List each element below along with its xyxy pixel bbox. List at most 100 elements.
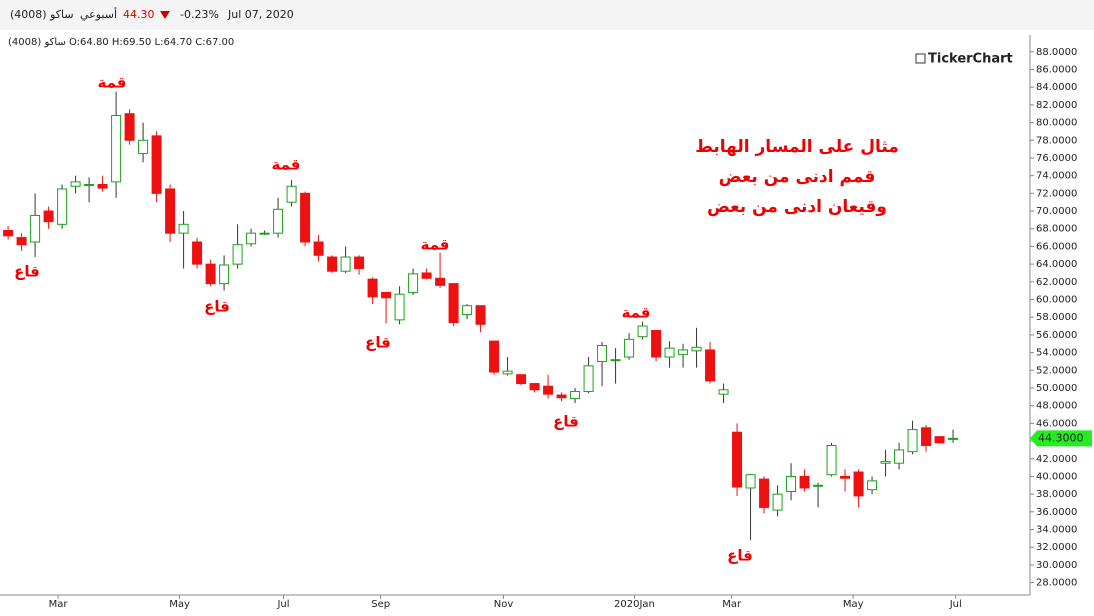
candle-body <box>124 113 135 141</box>
note-line: وقيعان ادنى من بعض <box>707 197 887 217</box>
note-line: مثال على المسار الهابط <box>695 137 899 157</box>
candle-body <box>529 383 540 391</box>
y-tick-label: 84.0000 <box>1036 82 1077 93</box>
y-tick-label: 70.0000 <box>1036 206 1077 217</box>
y-tick-label: 50.0000 <box>1036 383 1077 394</box>
candle-body <box>111 115 122 183</box>
candle-body <box>556 394 567 399</box>
candle-body <box>313 241 324 256</box>
candle-body <box>475 305 486 325</box>
y-tick-label: 38.0000 <box>1036 489 1077 500</box>
candle-body <box>178 223 189 234</box>
candle-body <box>610 359 621 362</box>
down-arrow <box>160 11 170 19</box>
y-tick-label: 82.0000 <box>1036 100 1077 111</box>
date: Jul 07, 2020 <box>227 8 294 21</box>
x-tick-label: 2020Jan <box>614 599 655 610</box>
y-tick-label: 46.0000 <box>1036 418 1077 429</box>
change: -0.23% <box>180 8 219 21</box>
candle-body <box>97 184 108 189</box>
candle-body <box>597 345 608 362</box>
candle-body <box>799 475 810 489</box>
candle-body <box>367 278 378 298</box>
ohlc-line: ساكو (4008) O:64.80 H:69.50 L:64.70 C:67… <box>8 37 234 48</box>
x-tick-label: Jul <box>276 599 289 610</box>
candle-body <box>840 475 851 479</box>
candle-body <box>813 484 824 487</box>
candle-body <box>232 244 243 265</box>
y-tick-label: 42.0000 <box>1036 454 1077 465</box>
candle-body <box>435 277 446 286</box>
x-tick-label: Jul <box>949 599 962 610</box>
candle-body <box>516 374 527 385</box>
x-tick-label: May <box>169 599 190 610</box>
candle-body <box>786 475 797 492</box>
x-tick-label: May <box>843 599 864 610</box>
header-bar <box>0 0 1094 30</box>
y-tick-label: 88.0000 <box>1036 47 1077 58</box>
candle-body <box>894 449 905 464</box>
candle-body <box>259 232 270 235</box>
candle-body <box>246 232 257 245</box>
y-tick-label: 76.0000 <box>1036 153 1077 164</box>
candle-body <box>624 338 635 358</box>
x-tick-label: Mar <box>49 599 69 610</box>
candle-body <box>543 385 554 395</box>
last-price-tag <box>1030 430 1092 447</box>
candle-body <box>43 210 54 223</box>
candle-body <box>70 181 81 187</box>
candle-body <box>340 256 351 272</box>
annotation: قاع <box>553 413 579 431</box>
candle-body <box>462 305 473 316</box>
y-tick-label: 74.0000 <box>1036 171 1077 182</box>
candle-body <box>583 365 594 393</box>
candle-body <box>732 431 743 488</box>
candle-body <box>138 139 149 155</box>
annotation: قاع <box>14 263 40 281</box>
y-tick-label: 58.0000 <box>1036 312 1077 323</box>
candle-body <box>948 437 959 440</box>
candle-body <box>408 273 419 293</box>
candle-body <box>327 256 338 272</box>
candle-body <box>300 192 311 243</box>
candle-body <box>381 291 392 299</box>
candle-body <box>151 135 162 194</box>
y-tick-label: 86.0000 <box>1036 65 1077 76</box>
candle-body <box>448 283 459 324</box>
candle-body <box>192 241 203 265</box>
annotation: قمة <box>421 236 450 254</box>
y-tick-label: 80.0000 <box>1036 118 1077 129</box>
y-tick-label: 78.0000 <box>1036 135 1077 146</box>
x-tick-label: Nov <box>494 599 514 610</box>
candle-body <box>489 340 500 373</box>
candle-body <box>880 460 891 464</box>
annotation: قمة <box>98 74 127 92</box>
y-tick-label: 56.0000 <box>1036 330 1077 341</box>
y-tick-label: 54.0000 <box>1036 348 1077 359</box>
y-tick-label: 66.0000 <box>1036 241 1077 252</box>
candle-body <box>759 478 770 508</box>
candle-body <box>853 471 864 497</box>
y-tick-label: 64.0000 <box>1036 259 1077 270</box>
candle-body <box>57 188 68 225</box>
y-tick-label: 28.0000 <box>1036 578 1077 589</box>
candle-body <box>678 349 689 355</box>
y-tick-label: 34.0000 <box>1036 525 1077 536</box>
candle-body <box>394 293 405 321</box>
candle-body <box>205 263 216 285</box>
y-tick-label: 30.0000 <box>1036 560 1077 571</box>
candle-body <box>165 188 176 234</box>
y-tick-label: 36.0000 <box>1036 507 1077 518</box>
candle-body <box>421 272 432 279</box>
candle-body <box>691 346 702 352</box>
candle-body <box>502 370 513 375</box>
candle-body <box>16 237 27 246</box>
x-tick-label: Sep <box>371 599 390 610</box>
candle-body <box>30 214 41 243</box>
candle-body <box>705 349 716 382</box>
annotation: قاع <box>365 334 391 352</box>
brand-icon <box>915 53 926 64</box>
y-tick-label: 32.0000 <box>1036 542 1077 553</box>
annotation: قمة <box>272 156 301 174</box>
